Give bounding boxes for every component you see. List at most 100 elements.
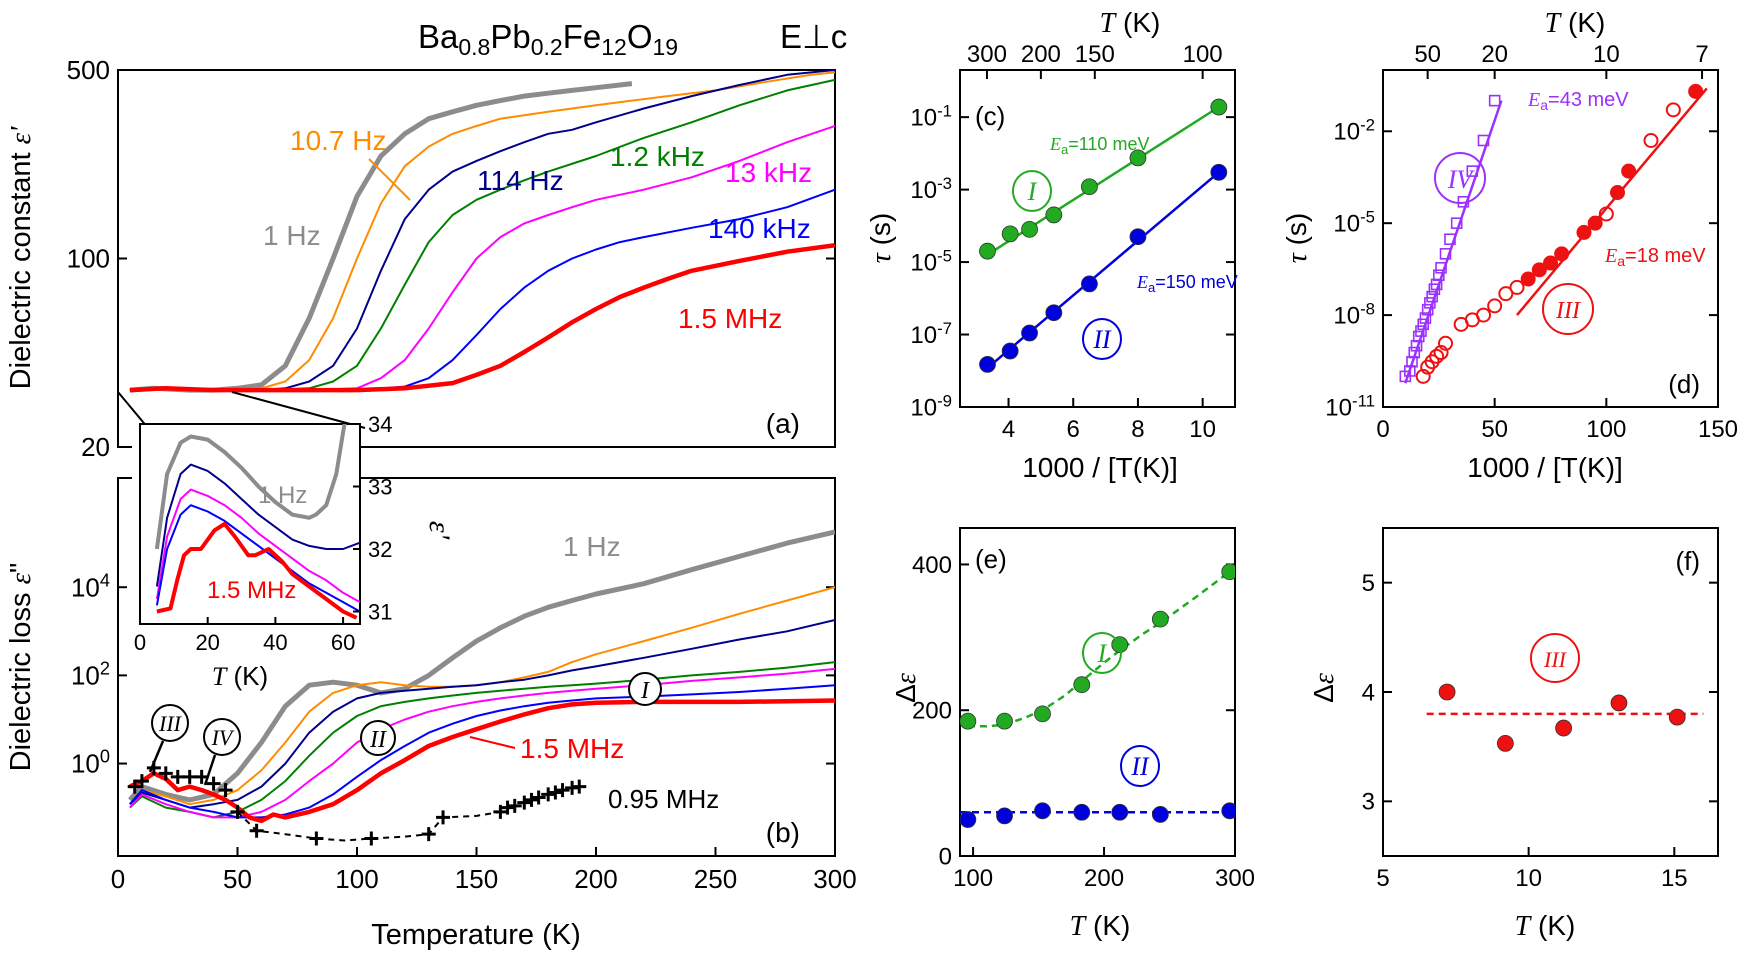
svg-text:IV: IV [211,725,235,750]
point-d-IV [1426,290,1438,303]
panel-d-frame [1382,69,1719,408]
label-a-1.2khz: 1.2 kHz [610,141,705,172]
panel-f-xlabel: T (K) [1515,910,1576,942]
point-d-III [1621,163,1637,179]
point-f-III [1610,694,1628,712]
ytick-label: 10-5 [1333,207,1375,238]
xtick-label: 150 [455,864,498,894]
label-c-ea1: Ea=110 meV [1049,134,1149,157]
marker-b-IV: IV [203,718,241,786]
point-d-III [1429,348,1445,364]
marker-d-III: III [1542,283,1594,335]
point-d-III [1476,307,1491,323]
panel-d-label: (d) [1668,369,1700,399]
label-inset-1hz: 1 Hz [258,482,307,509]
point-b-0.95MHz [421,827,436,842]
point-b-0.95MHz [507,798,522,813]
point-c-I [1129,149,1147,167]
point-d-III [1531,262,1547,278]
label-a-140khz: 140 kHz [708,213,811,244]
point-d-IV [1424,297,1436,309]
point-d-IV [1419,312,1432,324]
panel-e-xlabel: T (K) [1070,910,1131,942]
point-d-III [1576,224,1592,240]
panel-c-xlabel: 1000 / [T(K)] [1022,452,1178,483]
point-c-I [1045,206,1063,224]
panel-d-xlabel: 1000 / [T(K)] [1467,452,1623,483]
point-e-II [1111,803,1129,821]
top-tick-label: 20 [1481,41,1508,68]
point-e-II [960,811,977,828]
point-b-0.95MHz [517,795,532,810]
point-d-III [1610,185,1625,201]
leader-b-1.5mhz [469,736,516,749]
panel-c-frame [959,69,1236,408]
point-d-IV [1417,318,1429,331]
point-b-0.95MHz [206,776,221,791]
marker-b-I: I [628,672,662,706]
inset-ylabel: ε' [423,521,456,540]
point-c-II [1001,342,1019,360]
ytick-label: 10-3 [910,174,952,205]
point-d-IV [1450,217,1463,229]
point-c-I [979,242,996,260]
point-d-III [1665,102,1681,118]
ytick-label: 10-8 [1333,299,1375,330]
point-d-III [1438,335,1454,351]
ytick-label: 100 [71,747,110,779]
point-e-II [1034,802,1051,820]
point-b-0.95MHz [531,790,546,805]
xtick-label: 0 [1376,416,1389,443]
panel-f-ylabel: Δε [1308,673,1340,703]
xtick-label: 100 [953,865,993,892]
point-e-II [1221,802,1235,820]
panel-c-ylabel: τ (s) [865,213,897,263]
ytick-label: 20 [81,432,110,462]
label-d-ea4: Ea=43 meV [1527,89,1629,113]
point-b-0.95MHz [541,787,556,802]
series-inset-1.5-MHz [156,522,358,620]
fit-d-III [1516,87,1708,316]
label-a-114hz: 114 Hz [477,165,564,196]
title-compound: Ba0.8Pb0.2Fe12O19 [418,18,678,60]
ytick-label: 100 [67,244,110,274]
xtick-label: 50 [1481,416,1508,443]
top-tick-label: 100 [1183,41,1223,68]
point-d-III [1509,279,1525,295]
svg-text:I: I [1097,639,1108,668]
inset-xtick-label: 40 [263,630,287,655]
point-d-III [1587,215,1603,231]
point-c-II [1210,163,1228,181]
point-f-III [1438,683,1456,701]
point-d-IV [1444,233,1456,246]
point-d-III [1520,271,1536,287]
point-e-I [960,712,977,730]
xtick-label: 100 [335,864,378,894]
point-b-0.95MHz [182,769,197,784]
panel-f-frame [1382,527,1719,857]
point-d-IV [1408,346,1421,359]
top-tick-label: 200 [1021,41,1061,68]
point-b-0.95MHz [572,779,587,794]
panel-d-ylabel: τ (s) [1281,213,1313,263]
zoom-line-left [117,391,149,429]
panel-c: 10-910-710-510-310-1 4 6 8 10 300 200 150 100 … [865,7,1238,483]
inset-ytick-label: 32 [368,537,392,562]
xtick-label: 250 [694,864,737,894]
label-a-1hz: 1 Hz [263,220,321,251]
point-d-IV [1466,165,1479,177]
marker-b-III: III [148,704,189,773]
point-d-III [1688,83,1704,99]
svg-text:I: I [640,678,650,704]
xtick-label: 300 [813,864,856,894]
point-d-IV [1488,94,1501,107]
marker-f-III: III [1530,633,1580,683]
marker-e-II: II [1120,745,1160,787]
ytick-label: 4 [1362,679,1375,706]
ytick-label: 200 [912,698,952,725]
top-tick-label: 50 [1414,41,1441,68]
panel-d-top-xlabel: T (K) [1545,7,1606,39]
point-b-0.95MHz [364,831,379,846]
ytick-label: 500 [67,55,110,85]
